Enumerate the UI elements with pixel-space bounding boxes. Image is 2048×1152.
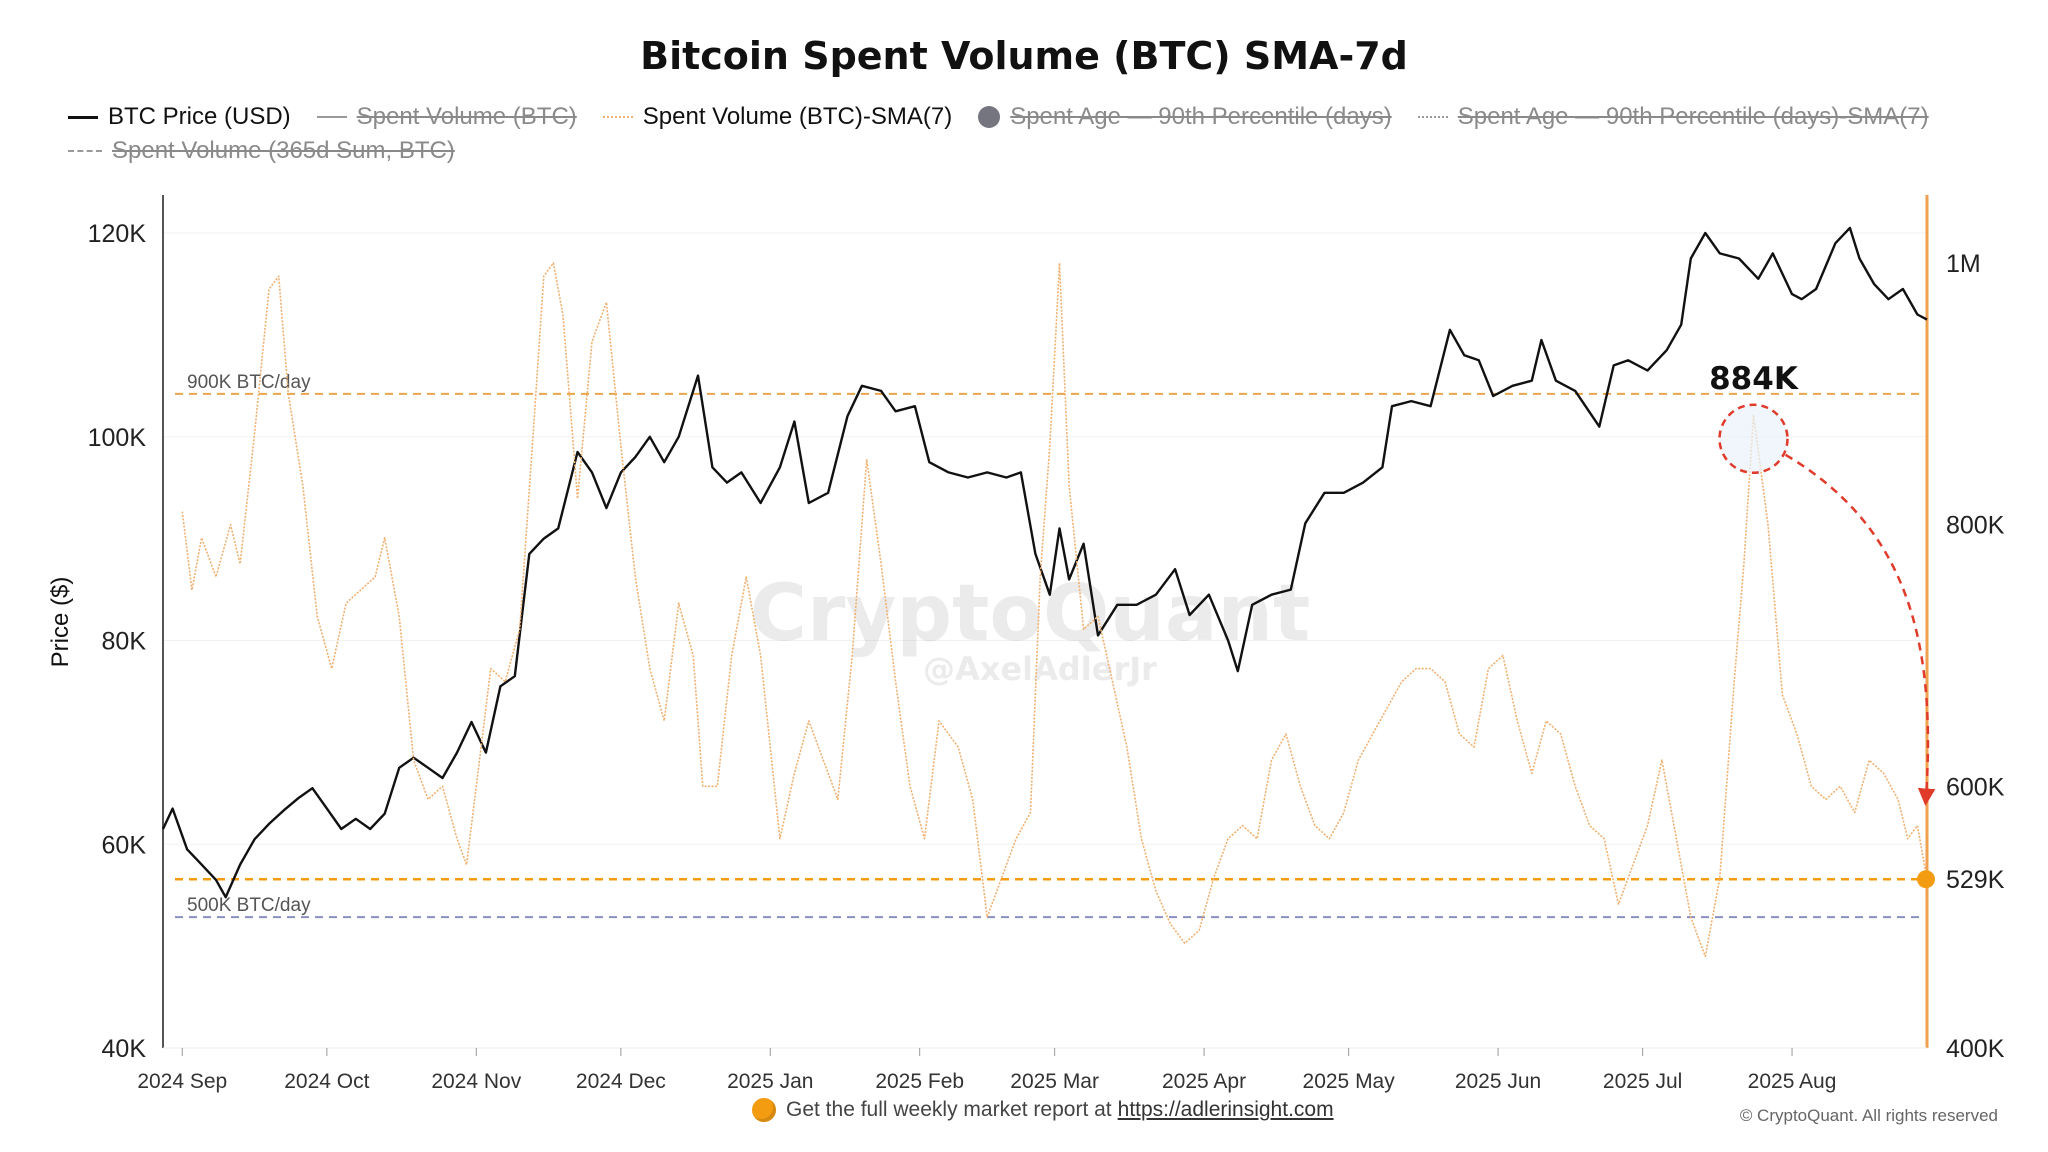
legend-swatch-line-icon — [316, 116, 347, 118]
legend-item-spent-volume[interactable]: Spent Volume (BTC) — [316, 103, 577, 131]
x-tick-label: 2025 May — [1303, 1070, 1396, 1093]
y-right-tick-label: 1M — [1946, 250, 1981, 278]
legend-swatch-solid-icon — [68, 115, 98, 119]
footer-link[interactable]: https://adlerinsight.com — [1117, 1098, 1334, 1121]
copyright: © CryptoQuant. All rights reserved — [1739, 1106, 1998, 1125]
reference-line-label: 500K BTC/day — [187, 895, 311, 916]
legend-row-2: Spent Volume (365d Sum, BTC) — [68, 134, 2008, 168]
x-tick-label: 2025 Jun — [1455, 1070, 1541, 1093]
x-tick-label: 2025 Apr — [1162, 1070, 1246, 1093]
y-left-tick-label: 100K — [88, 424, 147, 452]
x-tick-label: 2025 Jan — [727, 1070, 813, 1093]
peak-annotation-label: 884K — [1709, 361, 1799, 397]
y-right-tick-label: 600K — [1946, 773, 2005, 801]
y-left-tick-label: 80K — [102, 628, 147, 656]
y-axis-title: Price ($) — [47, 577, 74, 668]
legend-item-spent-age-sma[interactable]: Spent Age — 90th Percentile (days)-SMA(7… — [1417, 103, 1929, 131]
footer-text: Get the full weekly market report at — [786, 1098, 1112, 1121]
x-tick-label: 2024 Dec — [576, 1070, 666, 1093]
y-right-tick-label: 800K — [1946, 512, 2005, 540]
footer: Get the full weekly market report at htt… — [752, 1098, 1334, 1122]
legend-label: BTC Price (USD) — [108, 103, 291, 130]
watermark: CryptoQuant @AxelAdlerJr — [750, 569, 1311, 688]
legend-item-spent-volume-sma[interactable]: Spent Volume (BTC)-SMA(7) — [602, 103, 953, 131]
legend-label: Spent Volume (BTC) — [356, 103, 577, 130]
reference-line-label: 900K BTC/day — [187, 372, 311, 393]
y-left-tick-label: 120K — [88, 220, 147, 248]
legend-swatch-dashed-icon — [68, 150, 102, 152]
watermark-text: CryptoQuant — [750, 569, 1311, 659]
legend-label: Spent Age — 90th Percentile (days) — [1010, 103, 1392, 130]
legend-label: Spent Volume (BTC)-SMA(7) — [642, 103, 953, 130]
x-tick-label: 2024 Nov — [431, 1070, 521, 1093]
annotation-layer: 884K — [1709, 361, 1936, 889]
legend-row-1: BTC Price (USD) Spent Volume (BTC) Spent… — [68, 100, 2008, 134]
watermark-subtext: @AxelAdlerJr — [923, 650, 1157, 688]
current-value-dot — [1917, 870, 1935, 889]
reference-lines: 900K BTC/day 500K BTC/day — [175, 372, 1919, 919]
x-tick-label: 2025 Feb — [875, 1070, 964, 1093]
legend-swatch-circle-icon — [978, 106, 1001, 128]
series-line-spent-volume-sma — [181, 262, 1928, 958]
axes-layer: 120K 100K 80K 60K 40K 1M 800K 600K 529K 400K Price… — [47, 195, 2005, 1093]
y-left-tick-label: 40K — [102, 1035, 147, 1063]
x-tick-label: 2025 Aug — [1748, 1070, 1837, 1093]
legend-swatch-dotted-icon — [1417, 116, 1448, 118]
y-right-tick-label: 529K — [1946, 866, 2005, 894]
legend-item-spent-volume-365d[interactable]: Spent Volume (365d Sum, BTC) — [68, 137, 455, 165]
report-dot-icon — [752, 1098, 776, 1122]
x-tick-label: 2024 Oct — [284, 1070, 369, 1093]
legend-label: Spent Age — 90th Percentile (days)-SMA(7… — [1457, 103, 1929, 130]
decline-arrow — [1784, 453, 1936, 806]
chart-title: Bitcoin Spent Volume (BTC) SMA-7d — [640, 34, 1408, 78]
legend: BTC Price (USD) Spent Volume (BTC) Spent… — [68, 100, 2008, 168]
x-tick-label: 2025 Mar — [1010, 1070, 1099, 1093]
series-layer — [161, 226, 1928, 958]
series-line-btc-price — [161, 226, 1928, 899]
legend-item-btc-price[interactable]: BTC Price (USD) — [68, 103, 291, 131]
peak-highlight-circle — [1718, 403, 1789, 475]
x-tick-label: 2024 Sep — [137, 1070, 227, 1093]
legend-item-spent-age[interactable]: Spent Age — 90th Percentile (days) — [978, 103, 1392, 131]
y-right-tick-label: 400K — [1946, 1035, 2005, 1063]
x-tick-label: 2025 Jul — [1603, 1070, 1682, 1093]
y-left-tick-label: 60K — [102, 831, 147, 859]
legend-swatch-dotted-icon — [602, 116, 633, 118]
legend-label: Spent Volume (365d Sum, BTC) — [112, 137, 455, 164]
